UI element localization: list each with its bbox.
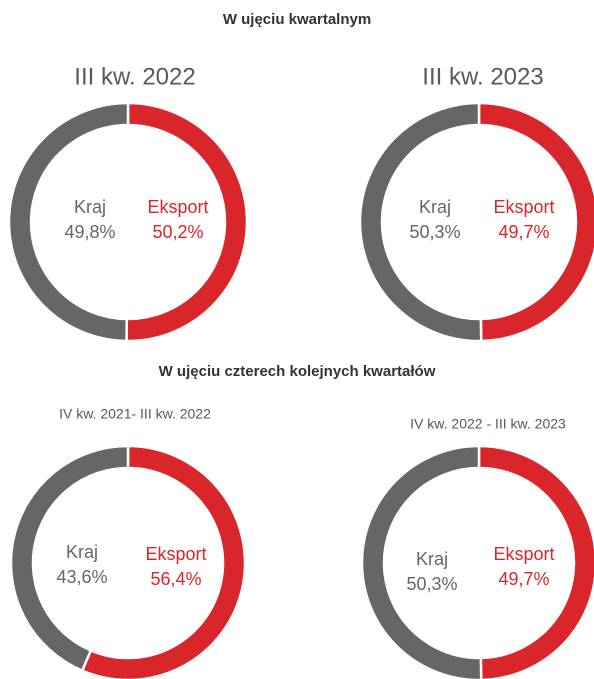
chart-title: III kw. 2022 <box>74 63 195 90</box>
segment-label: Eksport <box>145 544 206 564</box>
segment-value-label: 50,3% <box>409 222 460 242</box>
donut-segment <box>7 101 130 343</box>
donut-segment <box>477 444 594 679</box>
segment-label: Kraj <box>416 549 448 569</box>
segment-value-label: 49,7% <box>498 222 549 242</box>
segment-value-label: 50,2% <box>152 222 203 242</box>
section-heading: W ujęciu kwartalnym <box>223 11 371 28</box>
chart-title: IV kw. 2021- III kw. 2022 <box>59 406 211 422</box>
segment-value-label: 43,6% <box>56 567 107 587</box>
donut-segment <box>358 101 483 343</box>
segment-value-label: 56,4% <box>150 569 201 589</box>
segment-value-label: 50,3% <box>406 574 457 594</box>
segment-value-label: 49,8% <box>64 222 115 242</box>
chart-title: III kw. 2023 <box>422 63 543 90</box>
donut-segment <box>9 444 130 673</box>
chart-title: IV kw. 2022 - III kw. 2023 <box>410 416 566 432</box>
section-heading: W ujęciu czterech kolejnych kwartałów <box>159 363 436 380</box>
segment-value-label: 49,7% <box>498 569 549 589</box>
segment-label: Eksport <box>493 544 554 564</box>
segment-label: Eksport <box>147 197 208 217</box>
segment-label: Kraj <box>74 197 106 217</box>
segment-label: Eksport <box>493 197 554 217</box>
segment-label: Kraj <box>419 197 451 217</box>
donut-segment <box>360 444 483 679</box>
segment-label: Kraj <box>66 542 98 562</box>
